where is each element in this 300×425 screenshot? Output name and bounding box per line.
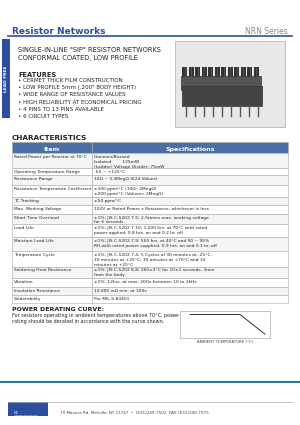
Bar — [234, 67, 239, 78]
Text: Per MIL-S-83401: Per MIL-S-83401 — [94, 297, 129, 301]
FancyBboxPatch shape — [12, 278, 92, 287]
Bar — [181, 76, 261, 90]
Bar — [195, 67, 200, 78]
Text: • CERMET THICK FILM CONSTRUCTION: • CERMET THICK FILM CONSTRUCTION — [18, 78, 123, 83]
Text: Soldering Heat Resistance: Soldering Heat Resistance — [14, 269, 71, 272]
Text: 10,000 mΩ min. at 100v: 10,000 mΩ min. at 100v — [94, 289, 147, 293]
Text: Vibration: Vibration — [14, 280, 34, 284]
Text: NRN Series: NRN Series — [245, 28, 288, 37]
FancyBboxPatch shape — [92, 167, 288, 176]
FancyBboxPatch shape — [12, 251, 92, 266]
Text: Insulation Resistance: Insulation Resistance — [14, 289, 60, 293]
Text: Item: Item — [44, 147, 60, 152]
Text: Max. Working Voltage: Max. Working Voltage — [14, 207, 61, 211]
Bar — [214, 67, 220, 78]
Text: Load Life: Load Life — [14, 227, 34, 230]
Text: TC Tracking: TC Tracking — [14, 199, 39, 203]
Text: Common/Bussed
Isolated        125mW
(Ladder) Voltage Divider: 75mW: Common/Bussed Isolated 125mW (Ladder) Vo… — [94, 155, 164, 169]
Bar — [221, 67, 226, 78]
FancyBboxPatch shape — [175, 41, 285, 128]
Text: ±1%; JIS C-5202 7.4; 5 Cycles of 30 minutes at -25°C,
10 minutes at +25°C, 30 mi: ±1%; JIS C-5202 7.4; 5 Cycles of 30 minu… — [94, 253, 212, 266]
Text: ±50 ppm/°C: ±50 ppm/°C — [94, 199, 121, 203]
FancyBboxPatch shape — [12, 205, 92, 214]
FancyBboxPatch shape — [92, 185, 288, 197]
Text: POWER DERATING CURVE:: POWER DERATING CURVE: — [12, 307, 104, 312]
Bar — [227, 67, 232, 78]
Bar — [241, 67, 245, 78]
Bar — [180, 311, 270, 338]
FancyBboxPatch shape — [12, 167, 92, 176]
FancyBboxPatch shape — [92, 287, 288, 295]
Bar — [247, 67, 252, 78]
Text: -55 ~ +125°C: -55 ~ +125°C — [94, 170, 125, 173]
FancyBboxPatch shape — [12, 295, 92, 303]
Bar — [182, 67, 187, 78]
Text: AMBIENT TEMPERATURE (°C): AMBIENT TEMPERATURE (°C) — [197, 340, 253, 344]
Text: For resistors operating in ambient temperatures above 70°C, power
rating should : For resistors operating in ambient tempe… — [12, 312, 179, 324]
Text: ±1%; 12hrs. at max. 20Gs between 10 to 2kHz: ±1%; 12hrs. at max. 20Gs between 10 to 2… — [94, 280, 196, 284]
FancyBboxPatch shape — [92, 153, 288, 167]
FancyBboxPatch shape — [92, 278, 288, 287]
FancyBboxPatch shape — [92, 295, 288, 303]
FancyBboxPatch shape — [92, 205, 288, 214]
FancyBboxPatch shape — [92, 176, 288, 185]
Text: Rated Power per Resistor at 70°C: Rated Power per Resistor at 70°C — [14, 155, 87, 159]
Text: ±1%; JIS C-5202 7.5; 2.5times max. working voltage
for 5 seconds: ±1%; JIS C-5202 7.5; 2.5times max. worki… — [94, 215, 209, 224]
FancyBboxPatch shape — [12, 214, 92, 224]
Text: SINGLE-IN-LINE "SIP" RESISTOR NETWORKS
CONFORMAL COATED, LOW PROFILE: SINGLE-IN-LINE "SIP" RESISTOR NETWORKS C… — [18, 47, 161, 61]
Text: ±1%; JIS C-5202 8.8; 260±3°C for 10±1 seconds, 3mm
from the body: ±1%; JIS C-5202 8.8; 260±3°C for 10±1 se… — [94, 269, 214, 278]
Text: • LOW PROFILE 5mm (.200" BODY HEIGHT): • LOW PROFILE 5mm (.200" BODY HEIGHT) — [18, 85, 136, 91]
Bar — [188, 67, 194, 78]
FancyBboxPatch shape — [92, 214, 288, 224]
Text: ±1%; JIS C-5202 7.9; 500 hrs. at 40°C and 90 ~ 95%
RH,with rated power supplied,: ±1%; JIS C-5202 7.9; 500 hrs. at 40°C an… — [94, 239, 217, 248]
FancyBboxPatch shape — [2, 39, 10, 118]
Text: FEATURES: FEATURES — [18, 71, 56, 77]
Text: Temperature Cycle: Temperature Cycle — [14, 253, 55, 257]
Text: Specifications: Specifications — [165, 147, 215, 152]
Bar — [8, 402, 48, 416]
FancyBboxPatch shape — [12, 266, 92, 278]
FancyBboxPatch shape — [12, 142, 92, 153]
Text: Operating Temperature Range: Operating Temperature Range — [14, 170, 80, 173]
Text: Resistance Temperature Coefficient: Resistance Temperature Coefficient — [14, 187, 92, 191]
Text: Resistor Networks: Resistor Networks — [12, 28, 106, 37]
Text: CHARACTERISTICS: CHARACTERISTICS — [12, 135, 87, 141]
Text: • 6 CIRCUIT TYPES: • 6 CIRCUIT TYPES — [18, 113, 68, 119]
Text: ±100 ppm/°C (10Ω~2MegΩ)
±200 ppm/°C (Values> 2MegΩ): ±100 ppm/°C (10Ω~2MegΩ) ±200 ppm/°C (Val… — [94, 187, 163, 196]
FancyBboxPatch shape — [12, 176, 92, 185]
Text: • 4 PINS TO 13 PINS AVAILABLE: • 4 PINS TO 13 PINS AVAILABLE — [18, 107, 104, 112]
FancyBboxPatch shape — [92, 237, 288, 251]
FancyBboxPatch shape — [12, 153, 92, 167]
Text: 70 Maxess Rd. Melville, NY 11747  •  (631)249-7502  FAX (631)249-7575: 70 Maxess Rd. Melville, NY 11747 • (631)… — [60, 411, 209, 414]
Text: ±1%; JIS C-5202 7.10; 1,000 hrs. at 70°C with rated
power applied, 0.8 hrs. on a: ±1%; JIS C-5202 7.10; 1,000 hrs. at 70°C… — [94, 227, 207, 235]
Text: • WIDE RANGE OF RESISTANCE VALUES: • WIDE RANGE OF RESISTANCE VALUES — [18, 93, 126, 97]
FancyBboxPatch shape — [92, 251, 288, 266]
Text: • HIGH RELIABILITY AT ECONOMICAL PRICING: • HIGH RELIABILITY AT ECONOMICAL PRICING — [18, 99, 142, 105]
FancyBboxPatch shape — [12, 224, 92, 237]
FancyBboxPatch shape — [92, 197, 288, 205]
Text: Resistance Range: Resistance Range — [14, 177, 53, 181]
Bar — [202, 67, 206, 78]
FancyBboxPatch shape — [92, 224, 288, 237]
Bar — [208, 67, 213, 78]
Text: 10Ω ~ 3.3MegΩ (E24 Values): 10Ω ~ 3.3MegΩ (E24 Values) — [94, 177, 158, 181]
Text: Moisture Load Life: Moisture Load Life — [14, 239, 54, 243]
FancyBboxPatch shape — [12, 237, 92, 251]
Text: NC
COMPONENTS
CORPORATION: NC COMPONENTS CORPORATION — [14, 411, 40, 424]
FancyBboxPatch shape — [12, 197, 92, 205]
FancyBboxPatch shape — [92, 142, 288, 153]
Text: Solderability: Solderability — [14, 297, 41, 301]
FancyBboxPatch shape — [92, 266, 288, 278]
Text: 100V or Rated Power x Resistance, whichever is less: 100V or Rated Power x Resistance, whiche… — [94, 207, 209, 211]
Text: LEAD FREE: LEAD FREE — [4, 65, 8, 92]
Bar — [254, 67, 259, 78]
Text: Short Time Overload: Short Time Overload — [14, 215, 59, 220]
FancyBboxPatch shape — [12, 185, 92, 197]
Bar — [182, 86, 262, 106]
FancyBboxPatch shape — [12, 287, 92, 295]
